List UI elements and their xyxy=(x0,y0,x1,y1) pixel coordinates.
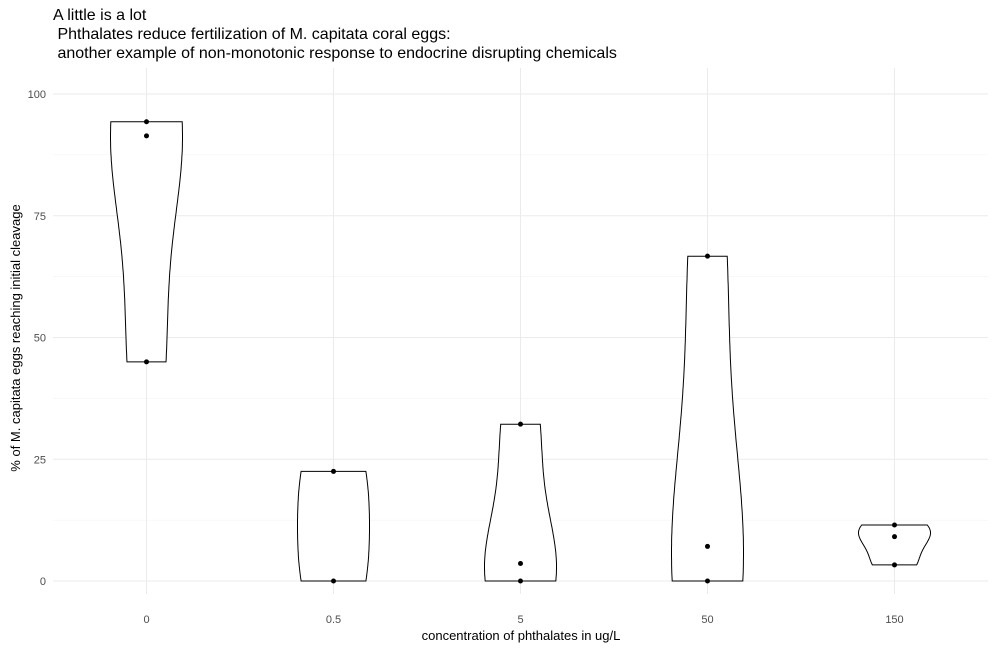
y-tick-label: 50 xyxy=(34,333,46,345)
grid-layer xyxy=(53,68,988,594)
data-point xyxy=(892,562,897,568)
data-point xyxy=(518,560,523,566)
y-tick-label: 0 xyxy=(40,576,46,588)
data-point xyxy=(705,578,710,584)
title-line-3: another example of non-monotonic respons… xyxy=(53,45,617,62)
data-point xyxy=(892,522,897,528)
x-tick-label: 0 xyxy=(143,614,149,626)
tick-layer: 0 25 50 75 100 0 0.5 5 50 150 xyxy=(28,89,904,626)
x-axis-title: concentration of phthalates in ug/L xyxy=(422,628,621,643)
y-tick-label: 75 xyxy=(34,211,46,223)
data-point xyxy=(518,578,523,584)
data-point xyxy=(705,543,710,549)
x-tick-label: 150 xyxy=(885,614,903,626)
data-point xyxy=(892,534,897,540)
x-tick-label: 5 xyxy=(517,614,523,626)
y-axis-title: % of M. capitata eggs reaching initial c… xyxy=(8,204,23,471)
chart-title: A little is a lot Phthalates reduce fert… xyxy=(53,6,617,63)
violin-0 xyxy=(110,121,183,363)
violin-50 xyxy=(671,255,744,582)
data-point xyxy=(331,578,336,584)
title-line-2: Phthalates reduce fertilization of M. ca… xyxy=(53,26,451,43)
x-tick-label: 0.5 xyxy=(326,614,341,626)
data-point xyxy=(705,253,710,259)
violin-5 xyxy=(484,423,557,582)
data-point xyxy=(331,468,336,474)
data-point xyxy=(144,133,149,139)
y-tick-label: 100 xyxy=(28,89,46,101)
violin-layer xyxy=(110,121,931,582)
data-point xyxy=(518,421,523,427)
y-tick-label: 25 xyxy=(34,454,46,466)
x-tick-label: 50 xyxy=(701,614,713,626)
point-layer xyxy=(144,119,897,584)
violin-150 xyxy=(858,524,931,566)
data-point xyxy=(144,359,149,365)
violin-0.5 xyxy=(297,470,370,582)
title-line-1: A little is a lot xyxy=(53,7,147,24)
data-point xyxy=(144,119,149,125)
